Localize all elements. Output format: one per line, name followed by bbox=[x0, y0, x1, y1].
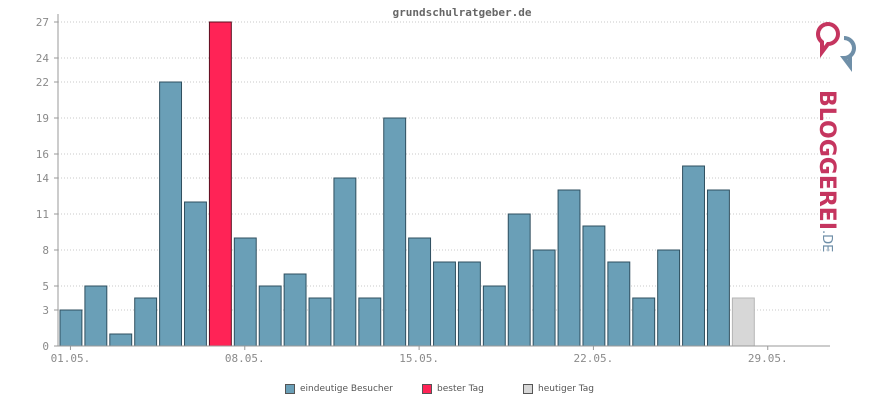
bloggerei-logo-icon bbox=[816, 21, 856, 72]
bar bbox=[682, 165, 705, 347]
bar-today bbox=[731, 297, 755, 347]
bar bbox=[59, 309, 83, 347]
legend-label: bester Tag bbox=[437, 384, 484, 394]
bloggerei-brand: BLOGGEREI.DE bbox=[812, 18, 870, 252]
y-tick-label: 22 bbox=[36, 76, 49, 89]
bar bbox=[582, 225, 606, 347]
bar bbox=[607, 261, 631, 347]
bar bbox=[159, 81, 183, 347]
x-tick-label: 15.05. bbox=[399, 352, 439, 365]
bar-best-day bbox=[208, 21, 232, 347]
y-tick-label: 19 bbox=[36, 112, 49, 125]
y-tick-label: 0 bbox=[42, 340, 49, 353]
bar bbox=[184, 201, 207, 347]
y-tick-label: 11 bbox=[36, 208, 49, 221]
legend-label: eindeutige Besucher bbox=[300, 384, 393, 394]
y-tick-label: 27 bbox=[36, 16, 49, 29]
bar bbox=[233, 237, 257, 347]
bar bbox=[433, 261, 456, 347]
bar bbox=[532, 249, 556, 347]
y-tick-label: 14 bbox=[36, 172, 50, 185]
chart-title: grundschulratgeber.de bbox=[392, 6, 531, 19]
legend-item-today: heutiger Tag bbox=[523, 384, 594, 394]
bar bbox=[109, 333, 133, 347]
y-tick-label: 16 bbox=[36, 148, 49, 161]
y-tick-label: 24 bbox=[36, 52, 50, 65]
x-tick-label: 22.05. bbox=[574, 352, 614, 365]
bar bbox=[333, 177, 357, 347]
x-tick-label: 01.05. bbox=[51, 352, 91, 365]
legend-item-best-day: bester Tag bbox=[422, 384, 484, 394]
bar bbox=[134, 297, 158, 347]
x-tick-label: 08.05. bbox=[225, 352, 265, 365]
bar bbox=[308, 297, 332, 347]
bar bbox=[706, 189, 730, 347]
bar bbox=[632, 297, 656, 347]
x-tick-label: 29.05. bbox=[748, 352, 788, 365]
bar bbox=[657, 249, 681, 347]
axes: 0 3 5 8 11 14 16 19 22 24 27 01.05. 08.05. 15.05. 22.0… bbox=[36, 14, 830, 365]
legend-swatch bbox=[523, 384, 533, 394]
bar bbox=[84, 285, 108, 347]
bar bbox=[457, 261, 481, 347]
chart-legend: eindeutige Besucher bester Tag heutiger … bbox=[0, 384, 870, 398]
bar bbox=[482, 285, 506, 347]
bloggerei-wordmark: BLOGGEREI.DE bbox=[814, 90, 839, 253]
bar bbox=[507, 213, 531, 347]
bar bbox=[557, 189, 581, 347]
legend-swatch bbox=[285, 384, 295, 394]
y-tick-label: 8 bbox=[42, 244, 49, 257]
bar bbox=[408, 237, 432, 347]
legend-label: heutiger Tag bbox=[538, 384, 595, 394]
bar bbox=[283, 273, 307, 347]
y-tick-label: 5 bbox=[42, 280, 49, 293]
bar-series bbox=[59, 21, 755, 347]
bar bbox=[358, 297, 382, 347]
y-tick-label: 3 bbox=[42, 304, 49, 317]
legend-item-visitors: eindeutige Besucher bbox=[285, 384, 393, 394]
bar bbox=[383, 117, 407, 347]
legend-swatch bbox=[422, 384, 432, 394]
bar bbox=[258, 285, 282, 347]
